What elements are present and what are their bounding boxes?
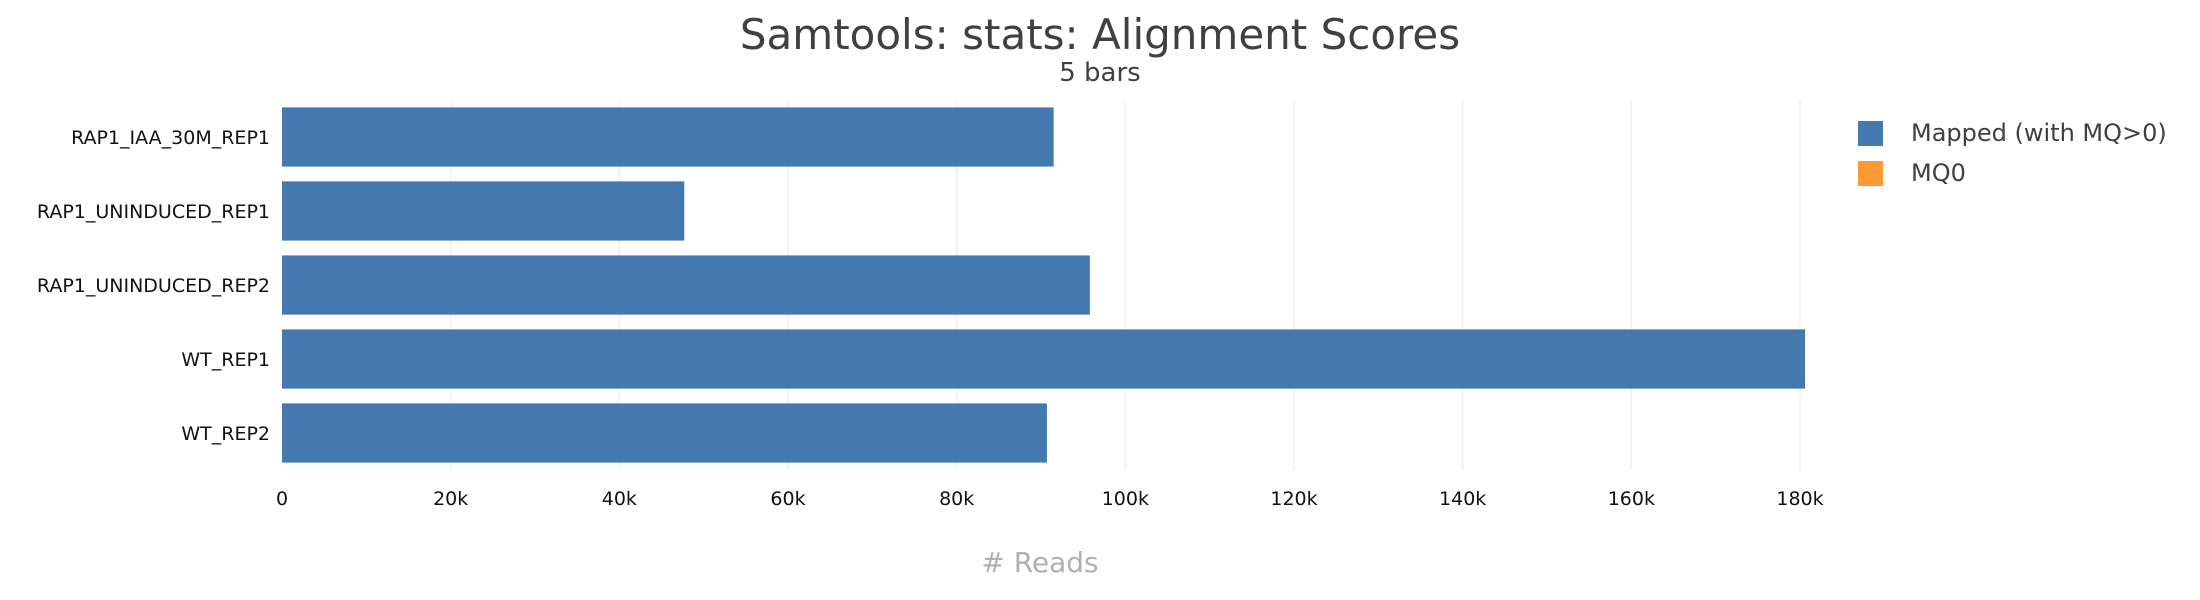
y-category-label: RAP1_IAA_30M_REP1: [71, 127, 270, 149]
x-axis-label: # Reads: [981, 546, 1099, 579]
x-tick-label: 60k: [770, 488, 805, 510]
x-tick-label: 0: [276, 488, 288, 510]
legend-item-mapped[interactable]: Mapped (with MQ>0): [1858, 113, 2167, 153]
x-tick-label: 160k: [1608, 488, 1655, 510]
x-tick-label: 120k: [1270, 488, 1317, 510]
bar-mapped[interactable]: [282, 255, 1090, 315]
bar-mapped[interactable]: [282, 181, 685, 241]
y-category-label: RAP1_UNINDUCED_REP2: [37, 275, 270, 297]
x-tick-label: 20k: [433, 488, 468, 510]
x-tick-label: 140k: [1439, 488, 1486, 510]
legend: Mapped (with MQ>0) MQ0: [1858, 113, 2167, 193]
legend-swatch-mq0: [1858, 160, 1883, 186]
x-tick-label: 180k: [1776, 488, 1823, 510]
y-category-label: WT_REP2: [181, 423, 270, 445]
chart-subtitle: 5 bars: [1059, 58, 1141, 88]
legend-label-mq0: MQ0: [1911, 159, 1966, 187]
legend-label-mapped: Mapped (with MQ>0): [1911, 119, 2167, 147]
x-tick-label: 80k: [939, 488, 974, 510]
legend-swatch-mapped: [1858, 120, 1883, 146]
x-tick-label: 100k: [1102, 488, 1149, 510]
bar-mapped[interactable]: [282, 107, 1054, 167]
x-tick-label: 40k: [602, 488, 637, 510]
y-category-label: RAP1_UNINDUCED_REP1: [37, 201, 270, 223]
y-category-label: WT_REP1: [181, 349, 270, 371]
chart-title: Samtools: stats: Alignment Scores: [739, 10, 1461, 59]
legend-item-mq0[interactable]: MQ0: [1858, 153, 2167, 193]
bar-mapped[interactable]: [282, 329, 1806, 389]
bar-mapped[interactable]: [282, 403, 1047, 463]
